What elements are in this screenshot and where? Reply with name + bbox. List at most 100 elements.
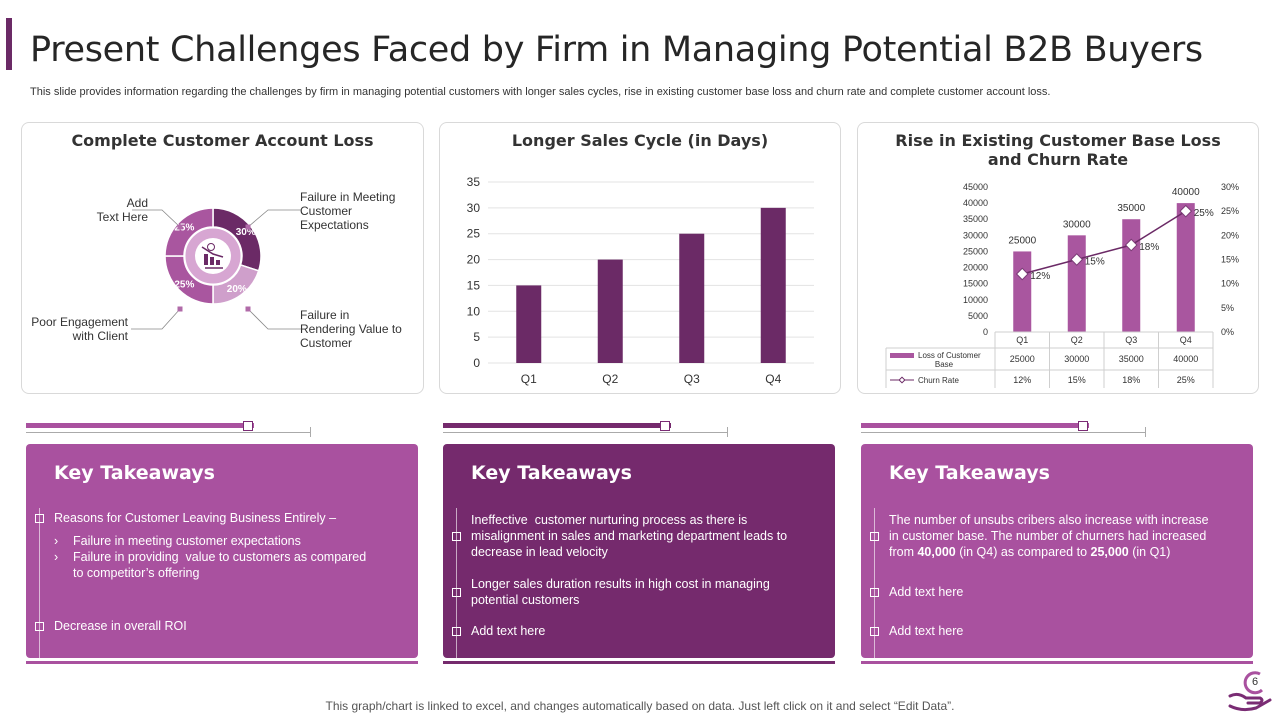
churn-point — [1015, 267, 1029, 281]
y-tick-label: 10 — [467, 304, 481, 318]
legend-swatch-marker — [898, 376, 906, 384]
y-tick-label-left: 30000 — [963, 230, 988, 240]
x-tick-label: Q2 — [1071, 335, 1083, 345]
bullet-box — [452, 627, 461, 636]
bullet-box — [870, 588, 879, 597]
takeaway-subpoint: Failure in meeting customer expectations — [73, 534, 301, 548]
timeline-line — [39, 508, 40, 658]
takeaway-point: Decrease in overall ROI — [54, 619, 187, 633]
line-data-label: 18% — [1139, 242, 1159, 253]
progress-knob — [243, 421, 253, 431]
x-tick-label: Q3 — [1125, 335, 1137, 345]
y-tick-label-left: 10000 — [963, 295, 988, 305]
leader-dot — [245, 224, 251, 230]
page-subtitle: This slide provides information regardin… — [30, 86, 1051, 98]
progress-end — [1145, 427, 1146, 437]
table-cell: 40000 — [1173, 354, 1198, 364]
takeaway-panel-1: Key Takeaways Reasons for Customer Leavi… — [26, 444, 418, 658]
table-cell: 25000 — [1010, 354, 1035, 364]
label-poor-engagement: Poor Engagement with Client — [31, 315, 128, 343]
y-tick-label: 5 — [473, 330, 480, 344]
panel-underline — [26, 661, 418, 664]
bullet-box — [870, 532, 879, 541]
bar — [1122, 219, 1141, 332]
legend-swatch-bar — [890, 353, 914, 358]
table-cell: 15% — [1068, 375, 1086, 385]
churn-point — [1070, 253, 1084, 266]
takeaway-point: Add text here — [889, 585, 964, 599]
bar — [1013, 251, 1032, 332]
progress-track — [26, 432, 310, 433]
bullet-box — [452, 532, 461, 541]
y-tick-label-right: 20% — [1221, 230, 1239, 240]
takeaway-subpoint: Failure in providing value to customers … — [73, 550, 367, 580]
y-tick-label-left: 20000 — [963, 263, 988, 273]
bar — [1176, 203, 1195, 332]
accent-bar — [6, 18, 12, 70]
progress-knob — [1078, 421, 1088, 431]
y-tick-label-right: 0% — [1221, 327, 1234, 337]
y-tick-label: 35 — [467, 175, 481, 189]
line-data-label: 25% — [1194, 208, 1214, 219]
x-tick-label: Q3 — [684, 372, 700, 386]
leader-line — [247, 308, 301, 330]
bullet-box — [452, 588, 461, 597]
bar-data-label: 35000 — [1117, 203, 1145, 214]
progress-track — [861, 432, 1145, 433]
y-tick-label-left: 35000 — [963, 214, 988, 224]
donut-chart: 30% 20% 25% 25% — [131, 207, 301, 330]
progress-fill — [26, 423, 254, 428]
x-tick-label: Q4 — [1180, 335, 1192, 345]
bar-data-label: 40000 — [1172, 187, 1200, 198]
table-cell: 35000 — [1119, 354, 1144, 364]
timeline-line — [874, 508, 875, 658]
takeaway-panel-2: Key Takeaways Ineffective customer nurtu… — [443, 444, 835, 658]
card-title: Rise in Existing Customer Base Loss and … — [895, 131, 1221, 169]
leader-dot — [245, 306, 251, 312]
sales-cycle-chart: 0 5 10 15 20 25 30 35 Q1 Q2 Q3 Q4 — [467, 175, 814, 386]
y-tick-label-right: 5% — [1221, 303, 1234, 313]
customer-loss-chart: 0 5000 10000 15000 20000 25000 30000 35000 40000… — [885, 182, 1239, 388]
y-tick-label: 0 — [473, 356, 480, 370]
bar — [679, 233, 705, 363]
donut-value-label: 20% — [227, 284, 247, 295]
takeaway-point: The number of unsubs cribers also increa… — [889, 513, 1209, 559]
progress-fill — [443, 423, 671, 428]
donut-value-label: 25% — [174, 222, 194, 233]
timeline-line — [456, 508, 457, 658]
bullet-box — [35, 622, 44, 631]
bullet-box — [870, 627, 879, 636]
progress-track — [443, 432, 727, 433]
table-cell: 18% — [1122, 375, 1140, 385]
panel-underline — [861, 661, 1253, 664]
chart-down-icon — [201, 243, 224, 265]
y-tick-label-right: 30% — [1221, 182, 1239, 192]
y-tick-label-left: 5000 — [968, 311, 988, 321]
y-tick-label: 20 — [467, 253, 481, 267]
table-cell: 12% — [1013, 375, 1031, 385]
leader-line — [131, 308, 181, 330]
label-meeting-expectations: Failure in Meeting Customer Expectations — [300, 190, 396, 232]
takeaway-point: Add text here — [471, 624, 546, 638]
churn-line — [1022, 210, 1187, 275]
card-account-loss: Complete Customer Account Loss Add Text … — [21, 122, 424, 394]
y-tick-label-right: 10% — [1221, 279, 1239, 289]
leader-line — [132, 209, 181, 228]
card-customer-loss: Rise in Existing Customer Base Loss and … — [857, 122, 1259, 394]
card-title: Complete Customer Account Loss — [71, 131, 374, 150]
takeaway-heading: Key Takeaways — [54, 462, 215, 484]
y-tick-label: 30 — [467, 201, 481, 215]
bar — [597, 259, 623, 363]
bullet-box — [35, 514, 44, 523]
donut-value-label: 25% — [174, 280, 194, 291]
y-tick-label-left: 45000 — [963, 182, 988, 192]
takeaway-point: Longer sales duration results in high co… — [471, 577, 770, 607]
y-tick-label-right: 15% — [1221, 255, 1239, 265]
takeaway-heading: Key Takeaways — [889, 462, 1050, 484]
y-tick-label-left: 15000 — [963, 279, 988, 289]
footer-note: This graph/chart is linked to excel, and… — [325, 699, 955, 713]
takeaway-heading: Key Takeaways — [471, 462, 632, 484]
panel-underline — [443, 661, 835, 664]
leader-dot — [177, 224, 183, 230]
bar — [1067, 235, 1086, 332]
